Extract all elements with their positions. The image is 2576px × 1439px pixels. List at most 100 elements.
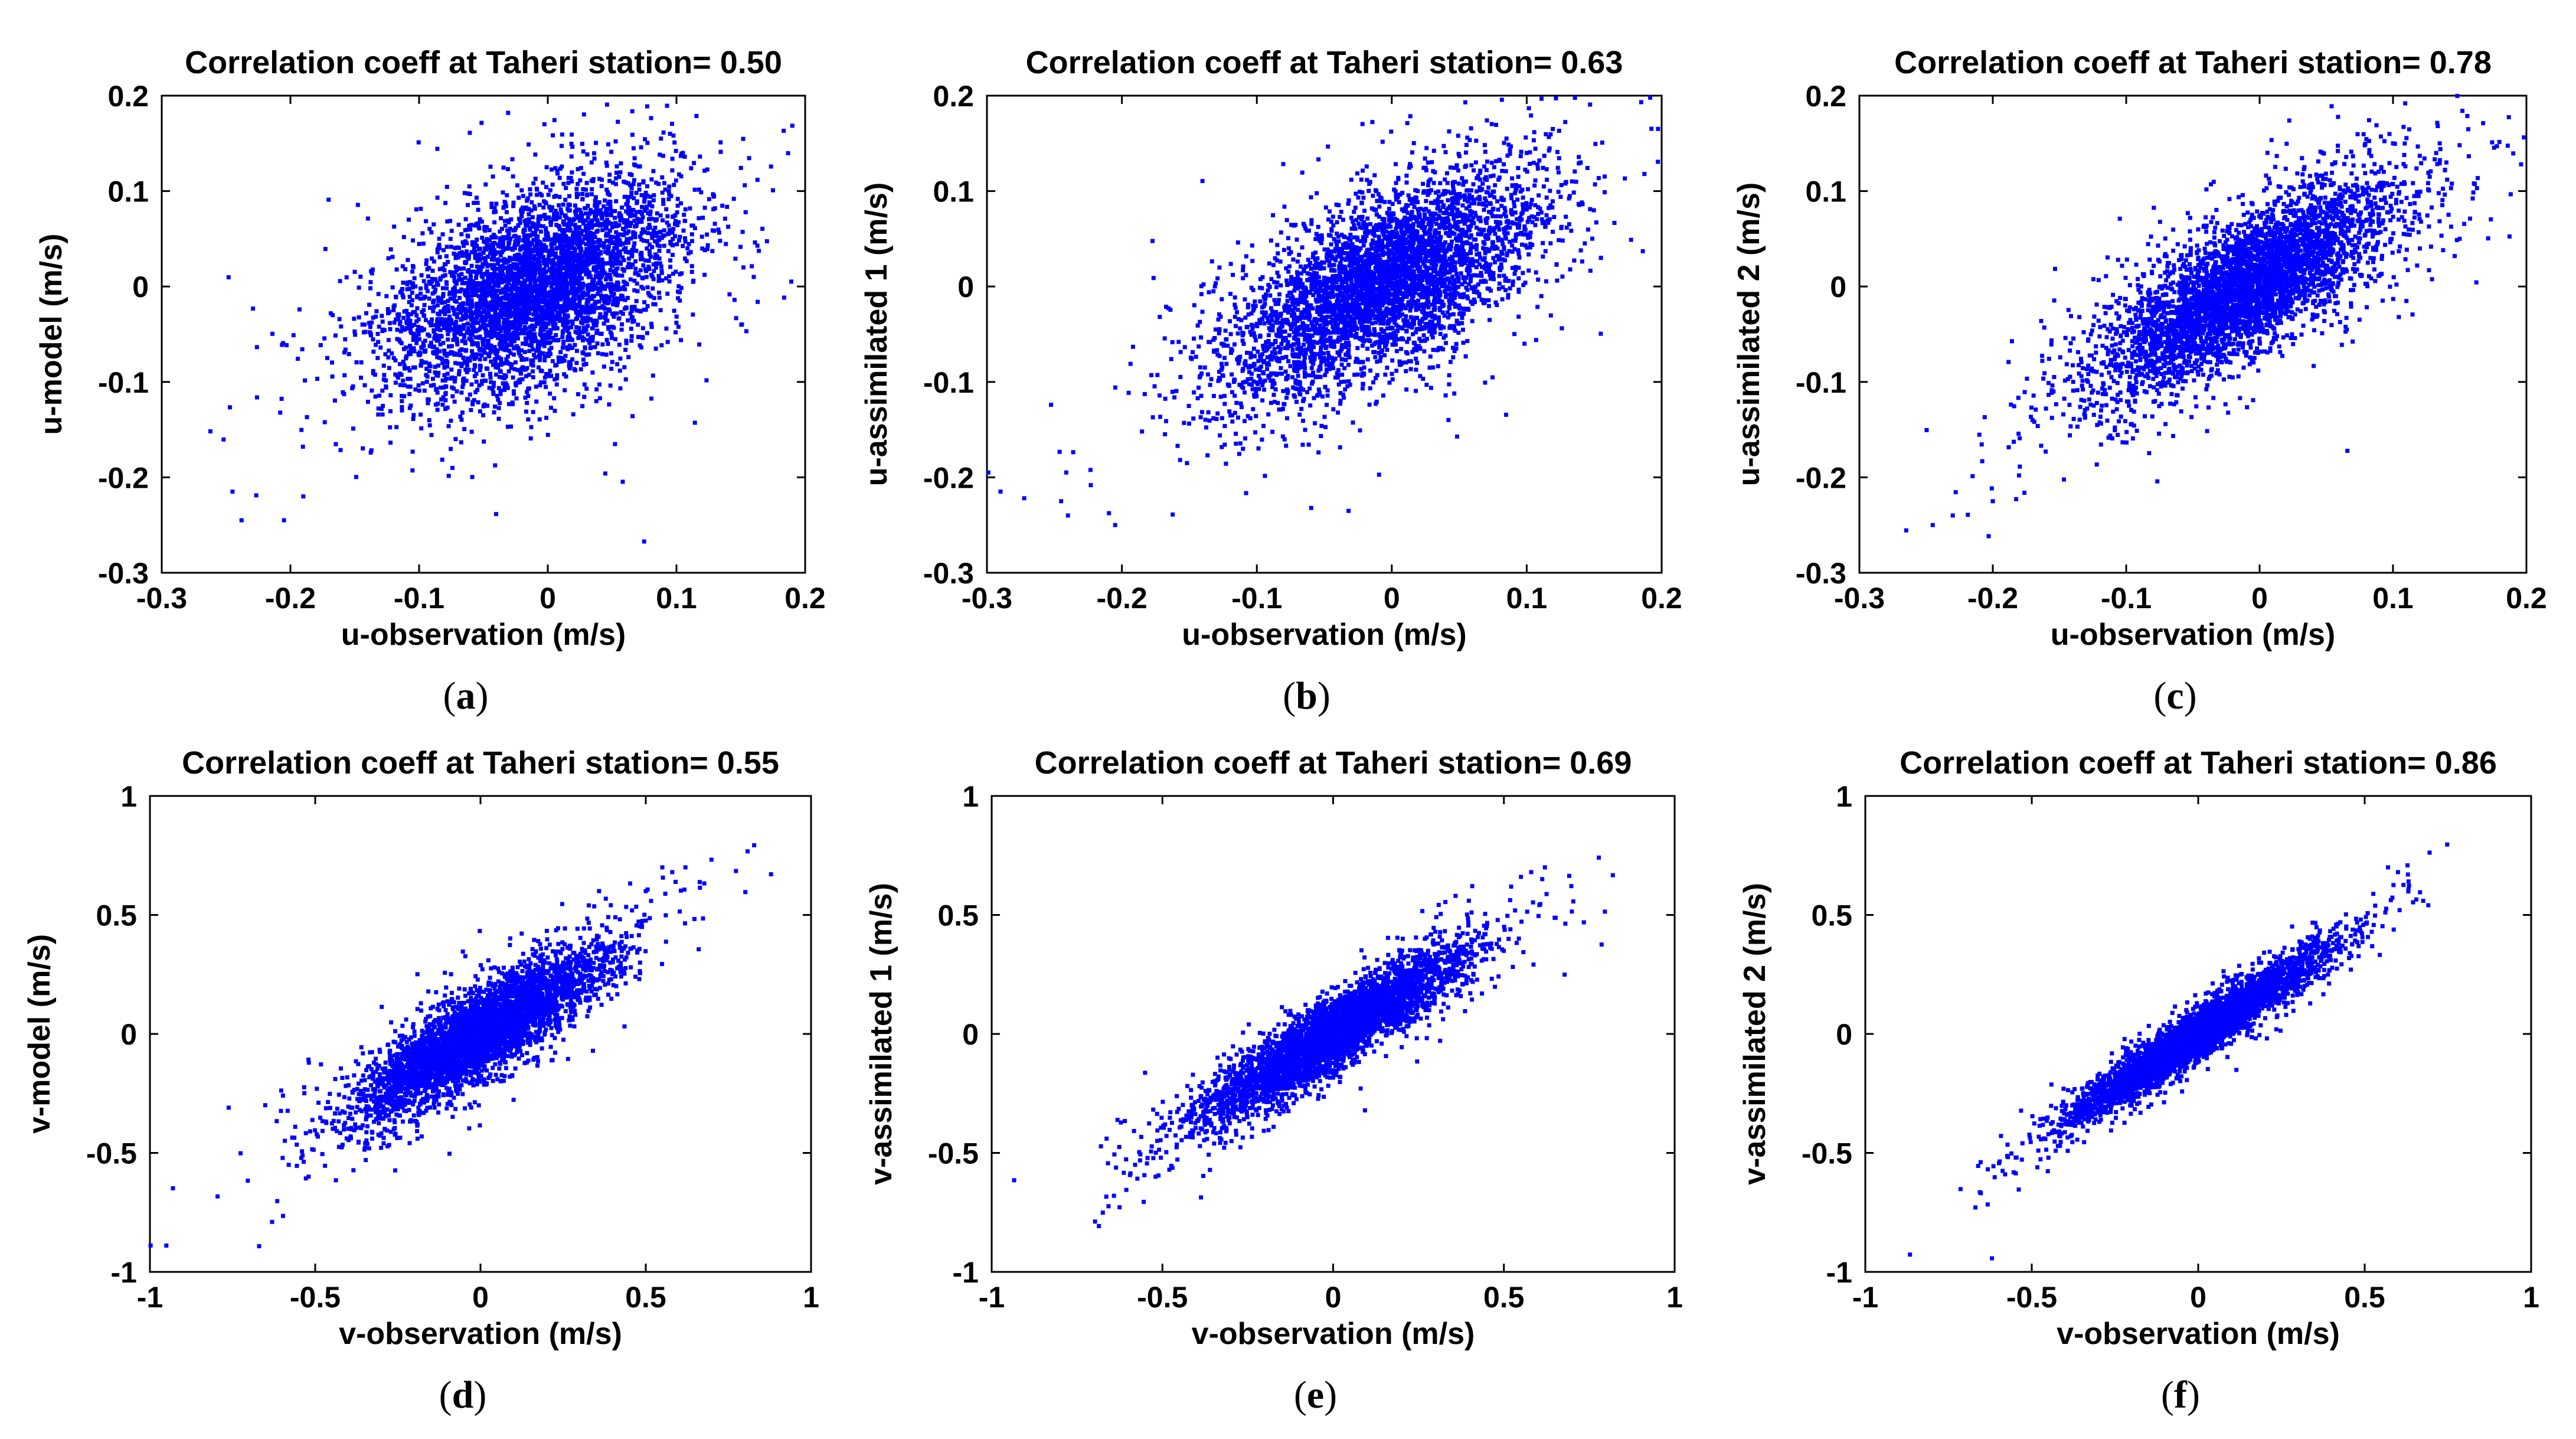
data-point (603, 198, 607, 203)
data-point (636, 164, 641, 169)
data-point (402, 309, 407, 314)
data-point (570, 269, 574, 274)
data-point (475, 259, 480, 263)
data-point (594, 299, 599, 304)
data-point (1512, 272, 1517, 276)
data-point (460, 316, 465, 321)
data-point (532, 298, 537, 302)
data-point (617, 175, 622, 179)
data-point (404, 326, 409, 331)
data-point (612, 235, 617, 240)
data-point (590, 218, 594, 223)
data-point (434, 387, 439, 392)
y-tick-label: 0.2 (933, 80, 974, 113)
data-point (1359, 288, 1364, 292)
data-point (442, 309, 446, 314)
data-point (486, 275, 491, 280)
data-point (561, 322, 565, 327)
data-point (494, 363, 499, 368)
data-point (586, 292, 590, 296)
data-point (476, 309, 481, 314)
data-point (523, 308, 528, 312)
data-point (561, 181, 566, 186)
data-point (541, 339, 545, 343)
data-point (591, 252, 596, 257)
data-point (514, 266, 518, 271)
data-point (473, 335, 478, 340)
data-point (470, 475, 475, 479)
data-point (581, 265, 586, 270)
data-point (435, 390, 440, 395)
data-point (1515, 217, 1519, 221)
data-point (1407, 245, 1412, 250)
data-point (1368, 180, 1372, 184)
data-point (556, 314, 561, 319)
data-point (380, 329, 385, 333)
data-point (495, 273, 499, 278)
data-point (402, 394, 407, 399)
data-point (530, 261, 535, 265)
data-point (543, 259, 548, 264)
data-point (574, 361, 579, 366)
data-point (270, 331, 274, 336)
data-point (531, 232, 536, 237)
data-point (538, 314, 542, 318)
data-point (568, 239, 573, 244)
data-point (624, 209, 629, 214)
data-point (570, 246, 574, 250)
data-point (511, 310, 516, 315)
data-point (1345, 384, 1350, 389)
data-point (549, 285, 554, 289)
data-point (462, 191, 467, 195)
data-point (441, 292, 446, 296)
data-point (501, 190, 505, 195)
data-point (541, 351, 545, 355)
data-point (555, 296, 560, 301)
data-point (492, 205, 497, 210)
data-point (662, 243, 666, 248)
data-point (572, 298, 577, 302)
data-point (414, 207, 419, 212)
data-point (551, 323, 555, 328)
data-point (525, 274, 530, 279)
data-point (460, 250, 464, 254)
data-point (480, 379, 485, 384)
data-point (491, 390, 496, 395)
data-point (511, 200, 516, 205)
data-point (531, 286, 535, 291)
data-point (656, 279, 661, 283)
data-point (475, 237, 479, 242)
data-point (662, 233, 666, 238)
data-point (460, 307, 465, 312)
data-point (635, 308, 639, 313)
data-point (1444, 292, 1449, 296)
data-point (410, 468, 415, 473)
data-point (523, 278, 528, 283)
data-point (525, 299, 529, 303)
data-point (1462, 292, 1466, 296)
data-point (480, 284, 485, 289)
data-point (632, 196, 636, 201)
data-point (390, 254, 395, 259)
data-point (473, 355, 478, 360)
data-point (1569, 229, 1574, 233)
data-point (656, 182, 661, 186)
data-point (501, 235, 505, 240)
data-point (466, 285, 470, 290)
data-point (592, 294, 596, 298)
x-tick-label: 0.1 (1506, 582, 1548, 615)
data-point (572, 286, 577, 291)
data-point (591, 323, 596, 327)
data-point (727, 292, 732, 296)
data-point (1443, 150, 1448, 155)
data-point (632, 241, 637, 246)
data-point (1492, 195, 1497, 200)
data-point (383, 352, 388, 357)
data-point (616, 260, 621, 264)
data-point (665, 103, 669, 108)
data-point (493, 235, 498, 240)
data-point (548, 352, 553, 357)
data-point (584, 353, 589, 357)
data-point (584, 328, 589, 332)
data-point (564, 254, 568, 259)
